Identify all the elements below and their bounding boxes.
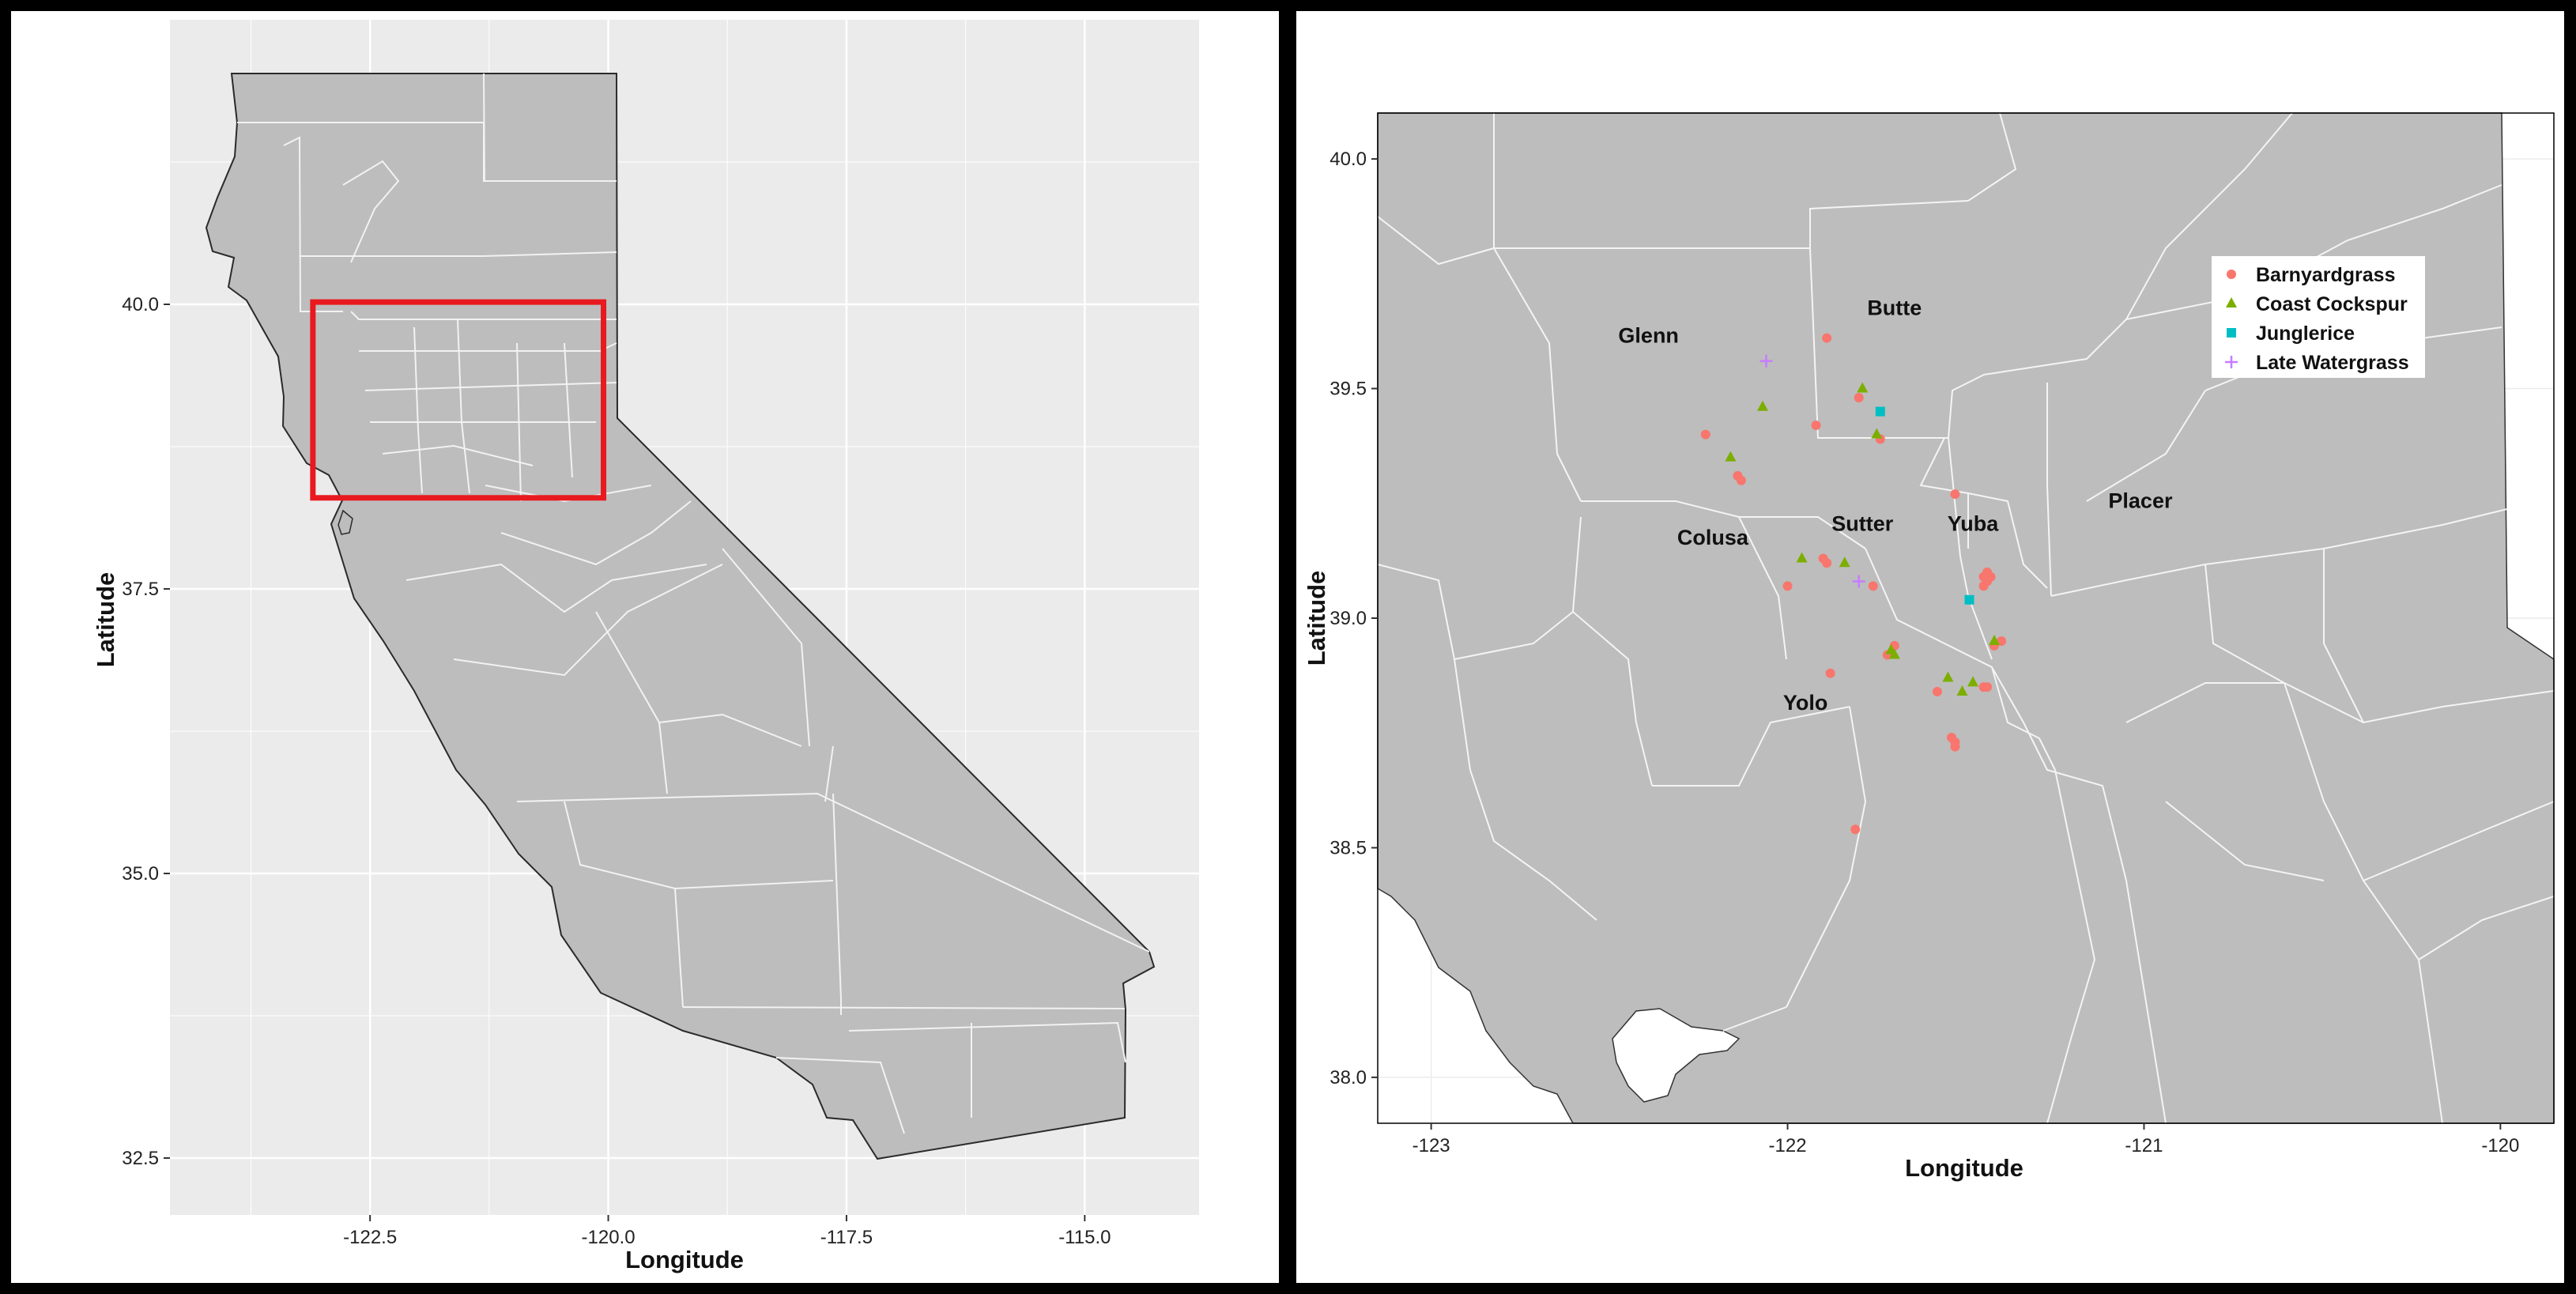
legend-background bbox=[2212, 256, 2425, 378]
y-tick-label: 39.0 bbox=[1329, 608, 1367, 629]
y-tick-label: 40.0 bbox=[122, 294, 159, 315]
point-barnyardgrass bbox=[1700, 429, 1710, 440]
y-axis-ticks: 38.0 38.5 39.0 39.5 40.0 bbox=[1329, 149, 1378, 1088]
legend-key-barnyardgrass bbox=[2227, 270, 2236, 279]
point-barnyardgrass bbox=[1822, 558, 1832, 568]
county-label-yolo: Yolo bbox=[1783, 691, 1828, 715]
detail-map-svg: Glenn Butte Colusa Sutter Yuba Placer Yolo Bar… bbox=[1303, 112, 2555, 1182]
legend-key-coast-cockspur bbox=[2226, 297, 2237, 307]
x-axis-ticks: -123 -122 -121 -120 bbox=[1412, 1123, 2519, 1156]
x-tick-label: -121 bbox=[2125, 1135, 2163, 1156]
y-tick-label: 40.0 bbox=[1329, 149, 1367, 170]
x-tick-label: -120 bbox=[2481, 1135, 2519, 1156]
point-coast-cockspur bbox=[1839, 556, 1850, 568]
x-axis-title: Longitude bbox=[625, 1246, 744, 1273]
county-label-sutter: Sutter bbox=[1831, 512, 1894, 536]
y-axis-title: Latitude bbox=[92, 572, 119, 668]
y-tick-label: 32.5 bbox=[122, 1148, 159, 1169]
point-barnyardgrass bbox=[1997, 636, 2007, 647]
county-label-butte: Butte bbox=[1867, 296, 1922, 320]
y-tick-label: 35.0 bbox=[122, 863, 159, 885]
x-axis-ticks: -122.5 -120.0 -117.5 -115.0 bbox=[343, 1215, 1111, 1248]
point-coast-cockspur bbox=[1857, 382, 1869, 393]
point-barnyardgrass bbox=[1854, 393, 1864, 403]
point-coast-cockspur bbox=[1888, 648, 1900, 659]
legend-label-coast-cockspur: Coast Cockspur bbox=[2256, 293, 2408, 315]
point-barnyardgrass bbox=[1986, 572, 1996, 582]
california-map-svg: -122.5 -120.0 -117.5 -115.0 32.5 35.0 37.5 40.… bbox=[92, 20, 1199, 1273]
point-barnyardgrass bbox=[1736, 475, 1746, 485]
county-label-placer: Placer bbox=[2108, 489, 2173, 513]
legend-label-junglerice: Junglerice bbox=[2256, 323, 2355, 345]
point-coast-cockspur bbox=[1796, 552, 1808, 563]
point-barnyardgrass bbox=[1782, 581, 1793, 591]
y-axis-title: Latitude bbox=[1303, 571, 1330, 666]
x-tick-label: -123 bbox=[1412, 1135, 1450, 1156]
point-coast-cockspur bbox=[1725, 451, 1737, 462]
point-barnyardgrass bbox=[1868, 581, 1878, 591]
point-coast-cockspur bbox=[1942, 671, 1954, 682]
point-coast-cockspur bbox=[1967, 676, 1979, 687]
species-legend: Barnyardgrass Coast Cockspur Junglerice … bbox=[2212, 256, 2425, 378]
county-boundaries bbox=[237, 73, 1150, 1134]
y-axis-ticks: 32.5 35.0 37.5 40.0 bbox=[122, 294, 170, 1169]
point-barnyardgrass bbox=[1850, 824, 1861, 835]
observation-points bbox=[1700, 333, 2007, 835]
county-label-yuba: Yuba bbox=[1948, 512, 2000, 536]
point-barnyardgrass bbox=[1982, 682, 1993, 692]
california-outline bbox=[205, 73, 1156, 1160]
y-tick-label: 38.0 bbox=[1329, 1067, 1367, 1088]
california-overview-map: -122.5 -120.0 -117.5 -115.0 32.5 35.0 37.5 40.… bbox=[11, 11, 1279, 1283]
point-coast-cockspur bbox=[1756, 400, 1768, 411]
point-barnyardgrass bbox=[1950, 489, 1960, 500]
county-labels: Glenn Butte Colusa Sutter Yuba Placer Yolo bbox=[1618, 296, 2173, 715]
bay-island bbox=[338, 509, 353, 535]
study-area-highlight-box bbox=[310, 299, 607, 501]
y-tick-label: 38.5 bbox=[1329, 837, 1367, 858]
point-barnyardgrass bbox=[1978, 581, 1989, 591]
x-tick-label: -115.0 bbox=[1058, 1227, 1111, 1248]
point-late-watergrass bbox=[1759, 354, 1773, 368]
point-coast-cockspur bbox=[1989, 635, 2001, 646]
x-tick-label: -122 bbox=[1769, 1135, 1807, 1156]
y-tick-label: 39.5 bbox=[1329, 379, 1367, 400]
county-label-colusa: Colusa bbox=[1677, 526, 1749, 549]
point-barnyardgrass bbox=[1825, 668, 1835, 678]
point-coast-cockspur bbox=[1956, 685, 1968, 696]
legend-key-junglerice bbox=[2227, 328, 2236, 338]
bay-water bbox=[1612, 1008, 1741, 1103]
county-boundaries bbox=[1377, 112, 2555, 1124]
point-junglerice bbox=[1875, 406, 1885, 417]
county-label-glenn: Glenn bbox=[1618, 323, 1679, 347]
point-junglerice bbox=[1964, 594, 1974, 605]
point-barnyardgrass bbox=[1950, 741, 1960, 752]
point-barnyardgrass bbox=[1932, 686, 1942, 696]
x-axis-title: Longitude bbox=[1905, 1154, 2023, 1182]
point-coast-cockspur bbox=[1871, 428, 1883, 439]
point-barnyardgrass bbox=[1822, 333, 1832, 343]
sacramento-valley-map: Glenn Butte Colusa Sutter Yuba Placer Yolo Bar… bbox=[1296, 11, 2564, 1283]
point-barnyardgrass bbox=[1811, 421, 1821, 431]
x-tick-label: -122.5 bbox=[343, 1227, 397, 1248]
x-tick-label: -120.0 bbox=[582, 1227, 636, 1248]
point-late-watergrass bbox=[1852, 575, 1865, 588]
legend-key-late-watergrass bbox=[2225, 356, 2238, 368]
legend-label-late-watergrass: Late Watergrass bbox=[2256, 352, 2409, 374]
x-tick-label: -117.5 bbox=[820, 1227, 873, 1248]
legend-label-barnyardgrass: Barnyardgrass bbox=[2256, 264, 2395, 286]
y-tick-label: 37.5 bbox=[122, 579, 159, 600]
